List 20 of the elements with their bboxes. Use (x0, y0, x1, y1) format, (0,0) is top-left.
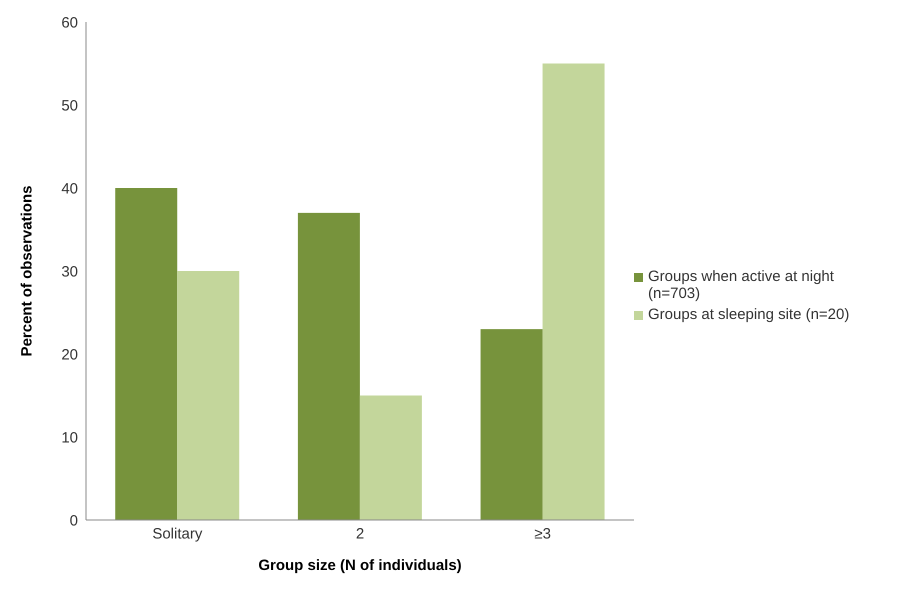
x-tick-label: Solitary (152, 526, 203, 543)
x-tick-label: 2 (356, 526, 364, 543)
y-tick-label: 0 (70, 512, 78, 530)
bar (115, 188, 178, 520)
legend-label: Groups when active at night (n=703) (648, 268, 835, 302)
bar (480, 329, 543, 520)
x-tick-label: ≥3 (534, 526, 551, 543)
bar (298, 212, 360, 520)
y-tick-label: 30 (61, 263, 78, 280)
bar (542, 64, 605, 520)
y-tick-label: 50 (61, 97, 78, 114)
y-tick-label: 40 (61, 180, 78, 198)
x-axis-title: Group size (N of individuals) (258, 557, 462, 574)
y-axis-title: Percent of observations (18, 186, 36, 356)
y-tick-label: 10 (61, 429, 78, 446)
y-tick-label: 60 (61, 14, 78, 32)
y-tick-label: 20 (61, 346, 78, 364)
bar (177, 271, 240, 520)
legend-label: Groups at sleeping site (n=20) (648, 306, 850, 322)
bar (360, 396, 422, 520)
